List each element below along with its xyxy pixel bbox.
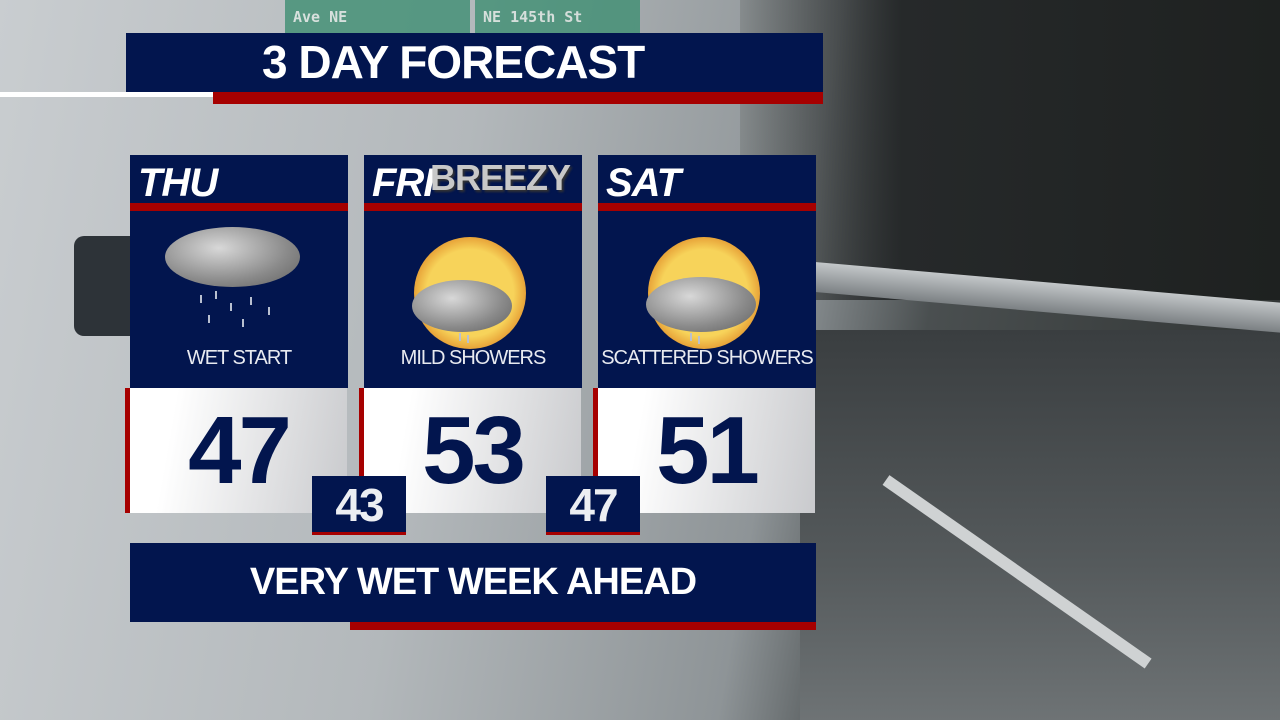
condition-text: SCATTERED SHOWERS (601, 347, 814, 369)
day-card-thu: THU WET START (130, 155, 348, 388)
day-label: SAT (606, 161, 681, 205)
title-accent-bar (213, 92, 823, 104)
banner-accent-bar (350, 622, 816, 630)
background-road (800, 330, 1280, 720)
high-temp: 47 (125, 388, 347, 513)
day-stripe (130, 203, 348, 211)
day-stripe (598, 203, 816, 211)
day-card-fri: FRI BREEZY MILD SHOWERS (364, 155, 582, 388)
headline-banner: VERY WET WEEK AHEAD (130, 543, 816, 622)
sign-text: NE 145th St (483, 8, 583, 26)
low-temp: 43 (312, 476, 406, 535)
background-sign: NE 145th St (475, 0, 640, 33)
sun-cloud-showers-icon (364, 215, 582, 349)
rain-cloud-icon (130, 215, 348, 340)
day-label: FRI (372, 161, 434, 205)
condition-text: MILD SHOWERS (400, 347, 547, 369)
breezy-badge: BREEZY (429, 157, 571, 198)
background-car (74, 236, 134, 336)
day-card-sat: SAT SCATTERED SHOWERS (598, 155, 816, 388)
background-sign: Ave NE (285, 0, 470, 33)
day-stripe (364, 203, 582, 211)
page-title: 3 DAY FORECAST (126, 33, 823, 92)
sign-text: Ave NE (293, 8, 348, 26)
condition-text: WET START (186, 347, 292, 369)
background-trees (740, 0, 1280, 300)
sun-cloud-showers-icon (598, 215, 816, 349)
title-accent-line (0, 92, 213, 97)
low-temp: 47 (546, 476, 640, 535)
day-label: THU (138, 161, 218, 205)
